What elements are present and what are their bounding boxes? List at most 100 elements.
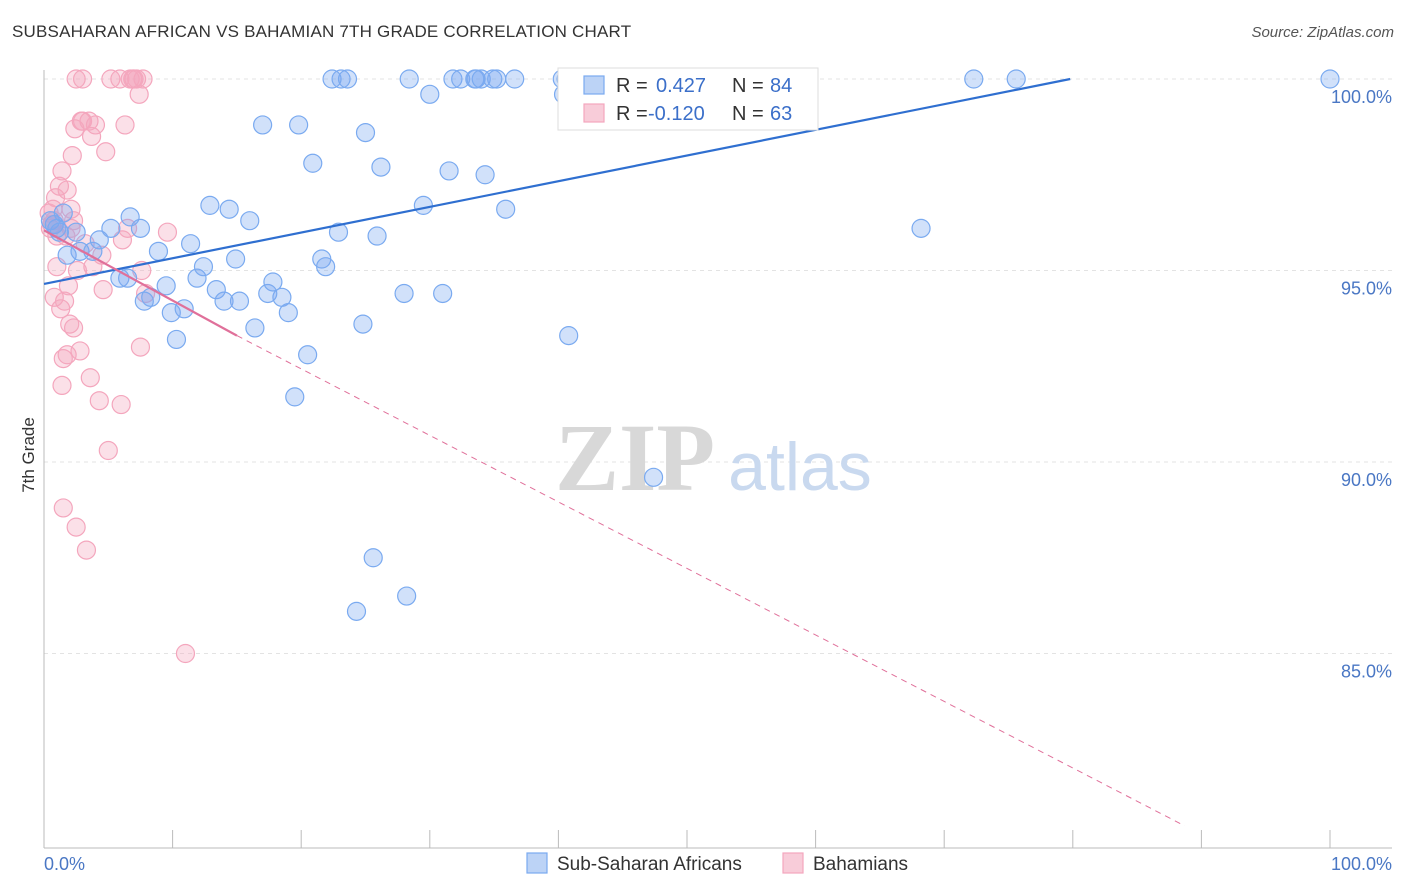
x-tick-label-min: 0.0% — [44, 854, 85, 874]
subsaharan-point — [346, 601, 367, 621]
subsaharan-point — [475, 165, 495, 185]
subsaharan-point — [399, 69, 419, 89]
bottom-legend: Sub-Saharan Africans Bahamians — [526, 852, 908, 875]
legend: R = 0.427 N = 84 R = -0.120 N = 63 — [557, 67, 819, 131]
bahamians-point — [60, 314, 80, 334]
subsaharan-point — [303, 153, 323, 173]
bahamians-point — [57, 345, 77, 365]
bahamians-point — [89, 391, 109, 411]
bottom-legend-label-pink: Bahamians — [813, 854, 908, 875]
bahamians-point — [58, 276, 79, 296]
bahamians-point — [44, 287, 64, 307]
bottom-legend-swatch-pink — [782, 852, 804, 874]
bahamians-point — [133, 69, 153, 89]
bahamians-point — [93, 280, 113, 300]
legend-n-value-2: 63 — [770, 103, 792, 125]
legend-n-value-1: 84 — [770, 75, 792, 97]
bahamians-trend-line — [43, 229, 238, 337]
subsaharan-point — [443, 69, 463, 89]
legend-r-value-1: 0.427 — [656, 75, 706, 97]
subsaharan-point — [451, 69, 471, 89]
y-tick-label-100: 100.0% — [1331, 87, 1392, 107]
subsaharan-trend-line — [43, 77, 1071, 285]
bahamians-point — [70, 341, 90, 361]
subsaharan-point — [285, 387, 305, 407]
subsaharan-point — [226, 249, 246, 269]
bahamians-point — [85, 115, 106, 135]
trend-lines — [43, 77, 1185, 827]
source-credit: Source: ZipAtlas.com — [1251, 24, 1394, 41]
subsaharan-points — [40, 69, 1340, 621]
subsaharan-point — [193, 257, 214, 277]
subsaharan-point — [643, 467, 664, 487]
subsaharan-point — [316, 257, 336, 277]
subsaharan-point — [245, 318, 265, 338]
subsaharan-point — [89, 230, 109, 250]
axes — [43, 70, 1392, 849]
bahamians-point — [130, 337, 151, 357]
y-tick-labels: 85.0% 90.0% 95.0% 100.0% — [1331, 87, 1392, 682]
subsaharan-point — [371, 157, 391, 177]
bahamians-point — [98, 440, 118, 461]
watermark-atlas: atlas — [728, 429, 872, 505]
subsaharan-point — [559, 326, 579, 346]
bahamians-point — [66, 69, 86, 89]
bahamians-point — [126, 69, 147, 89]
chart-title: SUBSAHARAN AFRICAN VS BAHAMIAN 7TH GRADE… — [12, 22, 632, 41]
subsaharan-point — [258, 283, 278, 304]
subsaharan-point — [1320, 69, 1340, 89]
subsaharan-point — [200, 195, 220, 215]
y-axis-label: 7th Grade — [19, 417, 38, 493]
y-tick-label-90: 90.0% — [1341, 470, 1392, 490]
subsaharan-point — [337, 69, 358, 89]
subsaharan-point — [278, 303, 298, 323]
bahamians-point — [63, 318, 84, 338]
subsaharan-point — [505, 69, 525, 89]
subsaharan-point — [289, 115, 309, 135]
legend-n-label-2: N = — [732, 103, 764, 125]
subsaharan-point — [363, 548, 383, 568]
bahamians-point — [62, 146, 82, 166]
bahamians-point — [175, 643, 196, 664]
subsaharan-point — [166, 329, 187, 350]
bahamians-point — [81, 126, 102, 147]
subsaharan-point — [130, 218, 151, 238]
subsaharan-point — [53, 203, 73, 223]
subsaharan-point — [298, 345, 318, 365]
bahamians-point — [115, 115, 135, 135]
subsaharan-point — [161, 303, 181, 323]
subsaharan-point — [433, 283, 453, 304]
subsaharan-point — [466, 69, 486, 89]
subsaharan-point — [353, 314, 373, 334]
subsaharan-point — [328, 222, 349, 242]
subsaharan-point — [355, 123, 376, 143]
bahamians-point — [72, 69, 93, 89]
bahamians-point — [52, 375, 72, 395]
subsaharan-point — [1006, 69, 1026, 89]
subsaharan-point — [471, 69, 491, 89]
bahamians-point — [111, 394, 131, 415]
subsaharan-point — [331, 69, 351, 89]
bahamians-points — [39, 69, 196, 664]
legend-n-label-1: N = — [732, 75, 764, 97]
legend-r-value-2: -0.120 — [648, 103, 705, 125]
bahamians-point — [72, 111, 93, 131]
subsaharan-point — [240, 211, 260, 231]
bahamians-point — [96, 142, 116, 162]
subsaharan-point — [187, 268, 207, 288]
gridlines — [44, 78, 1392, 654]
bahamians-point — [53, 348, 73, 369]
bahamians-point — [52, 161, 72, 181]
bahamians-point — [45, 188, 66, 208]
subsaharan-point — [219, 199, 239, 219]
bahamians-point — [66, 517, 86, 537]
legend-r-label-2: R = — [616, 103, 648, 125]
subsaharan-point — [911, 218, 931, 238]
bottom-legend-label-blue: Sub-Saharan Africans — [557, 854, 742, 875]
subsaharan-point — [420, 84, 440, 104]
bottom-legend-swatch-blue — [526, 852, 548, 874]
subsaharan-point — [57, 245, 77, 265]
subsaharan-point — [206, 280, 226, 300]
legend-swatch-blue — [583, 75, 605, 95]
